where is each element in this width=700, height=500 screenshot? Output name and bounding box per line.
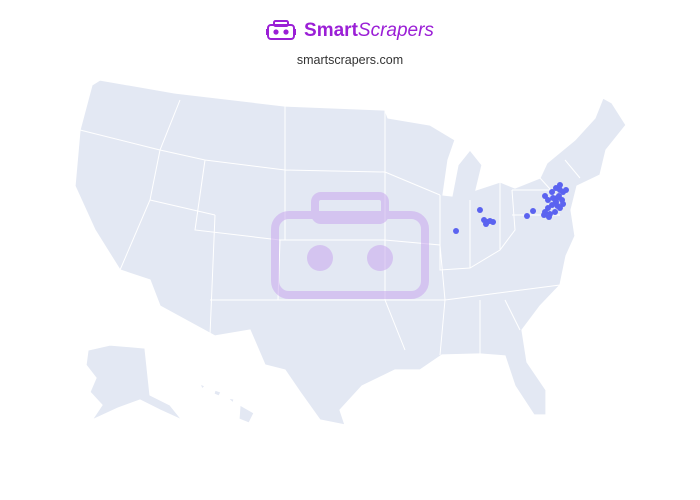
land	[74, 79, 627, 426]
map-marker[interactable]	[476, 207, 483, 213]
map-marker[interactable]	[552, 209, 559, 215]
map-marker[interactable]	[530, 208, 537, 214]
map-marker[interactable]	[556, 182, 563, 188]
map-marker[interactable]	[545, 214, 552, 220]
map-marker[interactable]	[490, 219, 497, 225]
map-marker[interactable]	[523, 213, 530, 219]
markers	[453, 182, 570, 234]
vr-headset-icon	[266, 20, 297, 40]
map-marker[interactable]	[541, 212, 548, 218]
map-marker[interactable]	[483, 221, 490, 227]
state-borders	[79, 99, 581, 356]
map-marker[interactable]	[563, 187, 570, 193]
map-marker[interactable]	[560, 201, 567, 207]
alaska	[85, 344, 183, 422]
hawaii	[198, 382, 255, 424]
map-marker[interactable]	[552, 198, 559, 204]
contiguous-us	[74, 79, 627, 426]
map-marker[interactable]	[544, 197, 551, 203]
brand-name-italic: Scrapers	[357, 20, 434, 41]
map-marker[interactable]	[554, 203, 561, 209]
map-marker[interactable]	[453, 228, 460, 234]
brand-logo[interactable]: SmartScrapers	[266, 20, 434, 42]
header: SmartScrapers smartscrapers.com	[0, 20, 700, 67]
brand-name-bold: Smart	[304, 20, 358, 41]
site-url[interactable]: smartscrapers.com	[296, 53, 404, 67]
watermark-logo	[271, 192, 429, 299]
map-marker[interactable]	[549, 189, 556, 195]
